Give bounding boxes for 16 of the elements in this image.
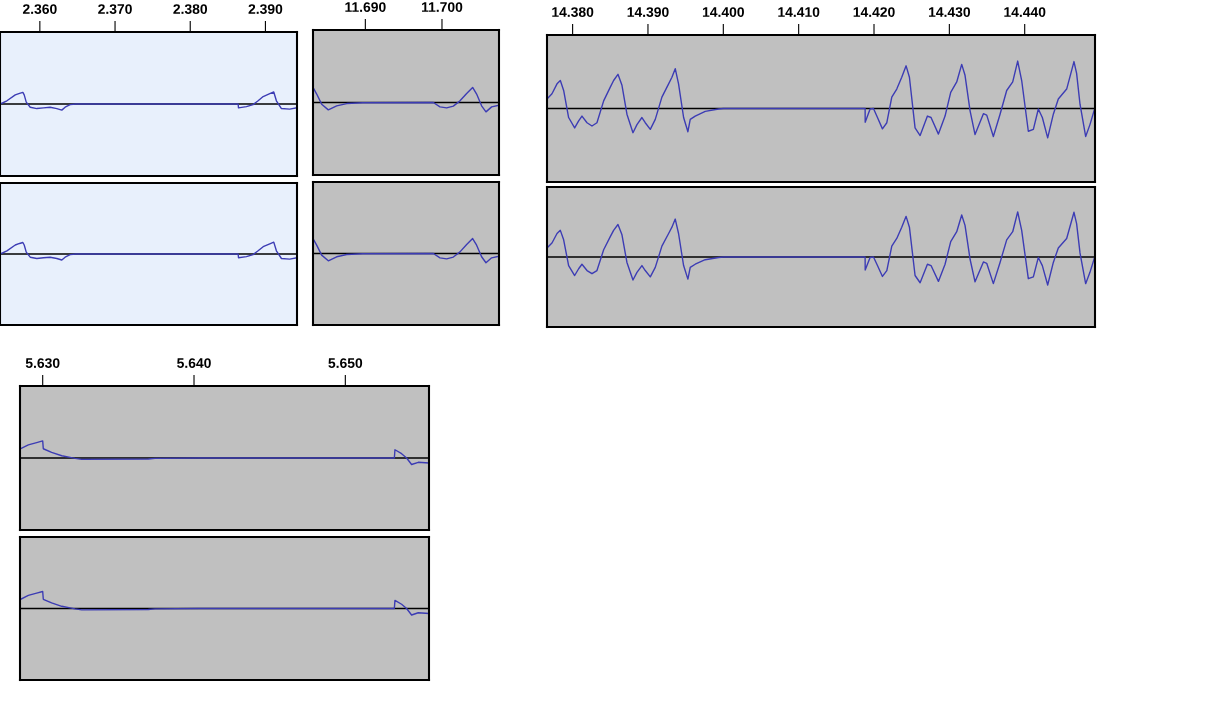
x-tick-label: 5.640 <box>177 358 211 368</box>
x-tick-label: 14.410 <box>778 7 820 17</box>
x-tick-label: 2.380 <box>173 4 208 14</box>
x-tick-label: 2.390 <box>248 4 283 14</box>
x-tick-label: 14.420 <box>853 7 895 17</box>
x-tick-label: 14.440 <box>1004 7 1046 17</box>
x-tick-label: 11.700 <box>422 2 463 12</box>
x-tick-label: 14.430 <box>928 7 971 17</box>
x-tick-label: 14.380 <box>552 7 594 17</box>
x-tick-label: 2.370 <box>98 4 132 14</box>
x-tick-label: 14.400 <box>702 7 744 17</box>
x-tick-label: 11.690 <box>345 2 386 12</box>
x-tick-label: 2.360 <box>22 4 57 14</box>
x-tick-label: 5.650 <box>328 358 363 368</box>
x-tick-label: 5.630 <box>25 358 60 368</box>
x-tick-label: 14.390 <box>627 7 669 17</box>
